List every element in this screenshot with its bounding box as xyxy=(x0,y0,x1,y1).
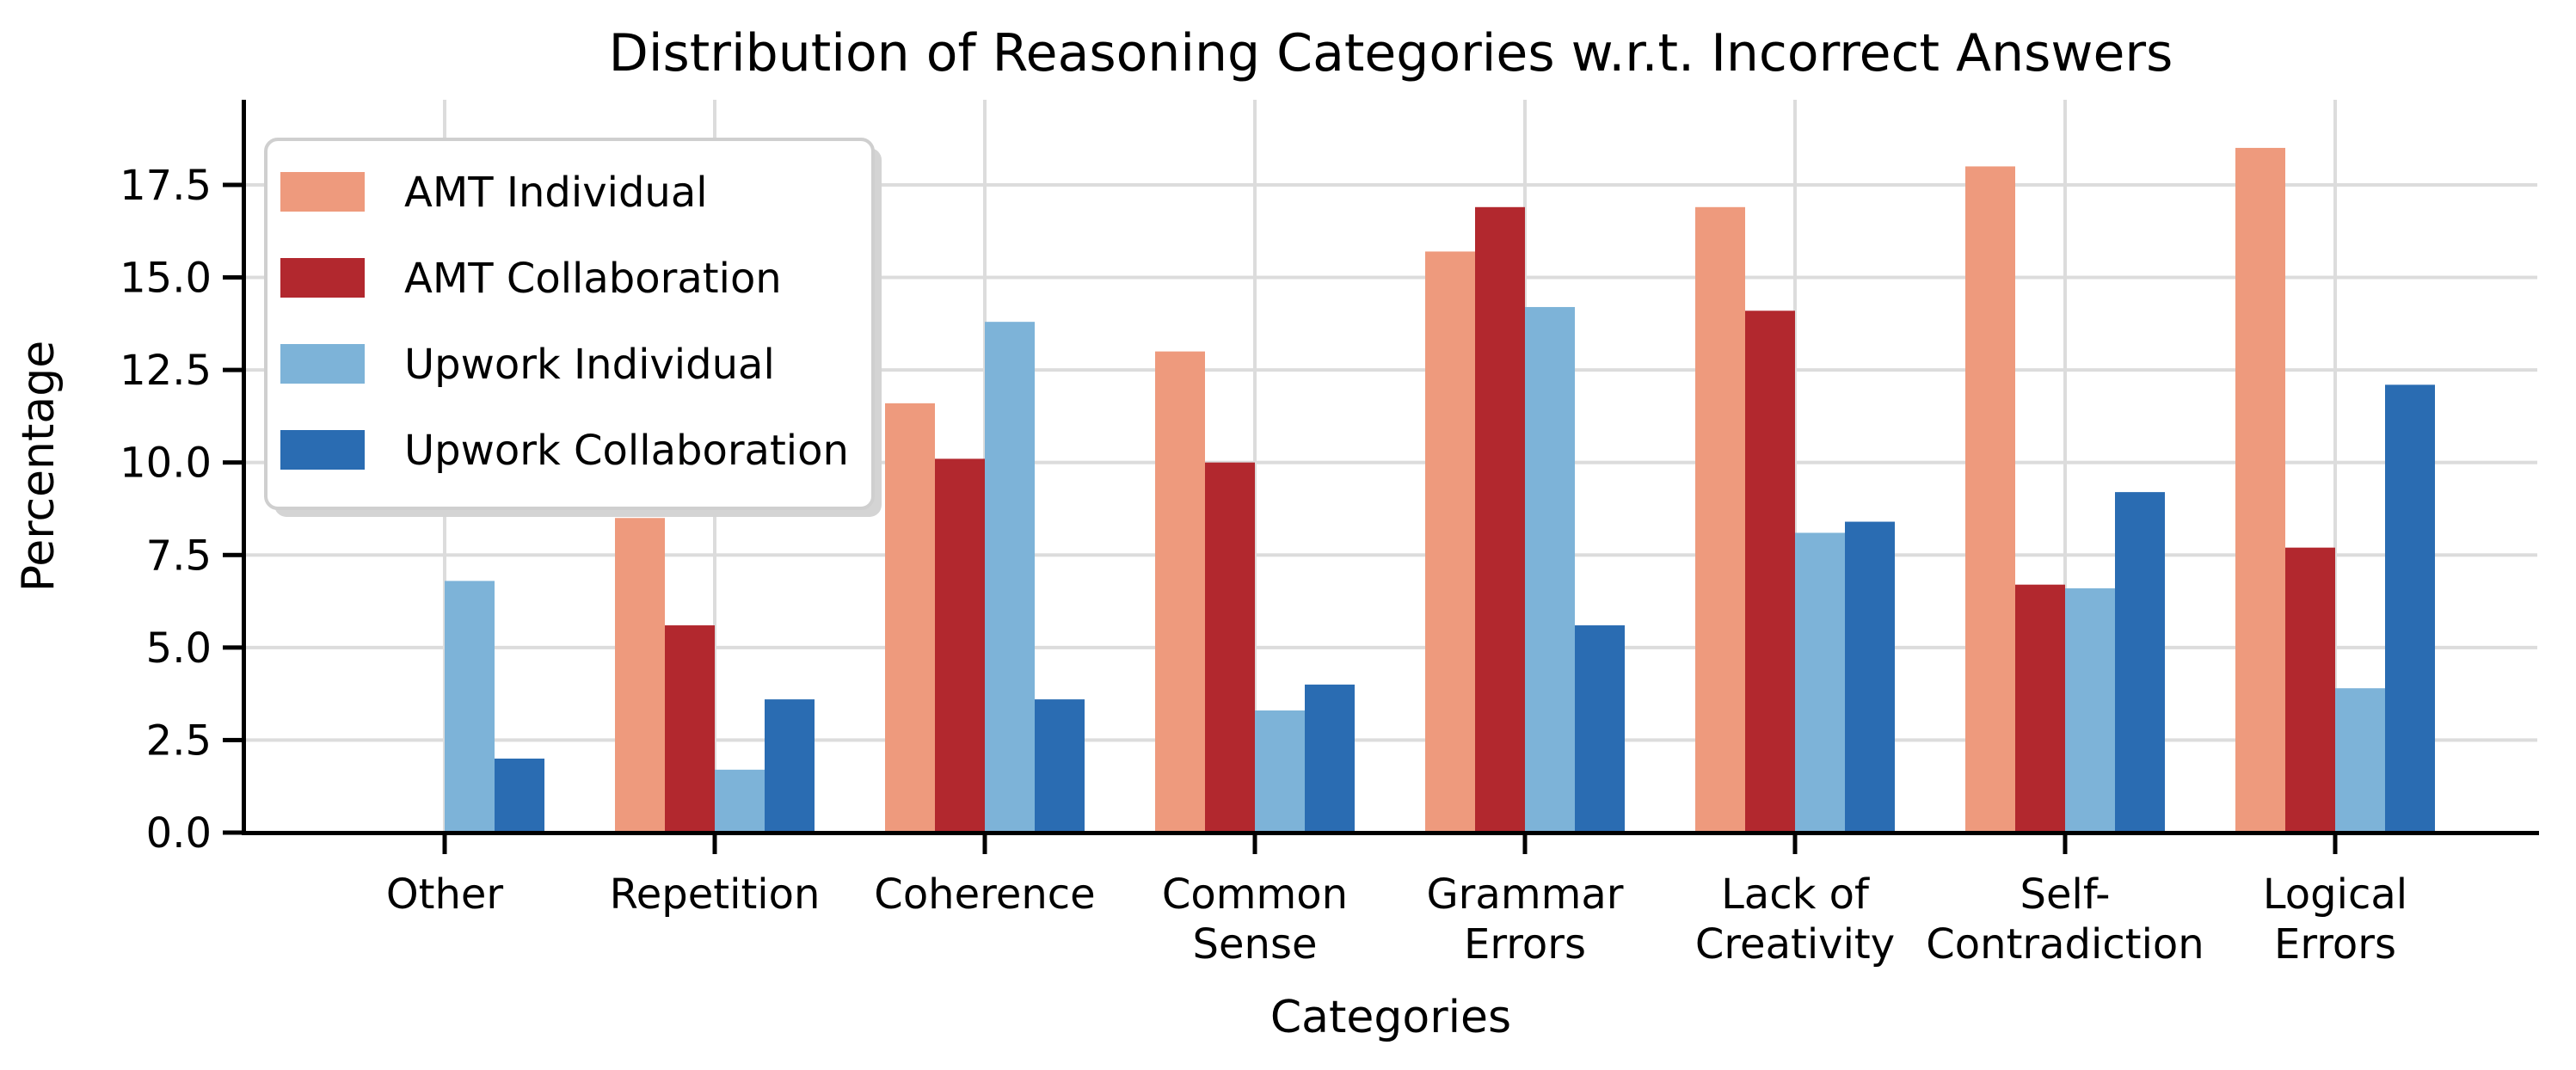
x-tick-label: Lack of xyxy=(1721,870,1870,919)
y-tick-label: 15.0 xyxy=(120,255,212,303)
bar-amt-individual xyxy=(1155,351,1205,833)
x-tick-label: Grammar xyxy=(1426,870,1623,919)
legend-swatch xyxy=(280,344,365,384)
x-axis-tick xyxy=(2333,835,2338,854)
x-tick-label: Repetition xyxy=(610,870,821,919)
y-axis-tick xyxy=(223,460,242,465)
y-axis-tick xyxy=(223,737,242,742)
bar-upwork-individual xyxy=(1255,710,1305,833)
bar-amt-individual xyxy=(1965,166,2015,833)
x-axis-label: Categories xyxy=(1270,992,1511,1043)
x-axis-tick xyxy=(442,835,447,854)
y-axis-tick xyxy=(223,275,242,280)
x-tick-label: Creativity xyxy=(1695,920,1895,969)
grid-line-horizontal xyxy=(244,738,2537,742)
bar-amt-collaboration xyxy=(1745,311,1795,833)
y-tick-label: 7.5 xyxy=(146,532,212,580)
grid-line-vertical xyxy=(2063,100,2067,833)
bar-amt-individual xyxy=(2235,147,2285,833)
x-tick-label: Sense xyxy=(1193,920,1318,969)
x-axis-tick xyxy=(982,835,987,854)
legend-swatch xyxy=(280,430,365,470)
bar-amt-collaboration xyxy=(2015,584,2065,833)
grid-line-horizontal xyxy=(244,460,2537,464)
bar-upwork-collaboration xyxy=(2115,492,2165,833)
bar-upwork-collaboration xyxy=(1305,684,1355,833)
y-axis-tick xyxy=(223,182,242,188)
bar-upwork-collaboration xyxy=(495,758,544,833)
bar-amt-collaboration xyxy=(935,458,985,833)
axes-layer xyxy=(223,100,2539,854)
bar-amt-individual xyxy=(885,403,935,833)
x-tick-label: Logical xyxy=(2263,870,2407,919)
bar-upwork-collaboration xyxy=(2385,384,2435,833)
y-tick-label: 2.5 xyxy=(146,716,212,765)
y-axis-tick xyxy=(223,830,242,835)
text-layer: 0.0 2.5 5.0 7.5 10.0 12.5 15.0 17.5 Other Repetit… xyxy=(13,23,2407,1043)
x-tick-label: Common xyxy=(1162,870,1348,919)
x-axis-tick xyxy=(1792,835,1798,854)
x-axis-tick xyxy=(1252,835,1257,854)
legend-label: AMT Individual xyxy=(404,169,708,217)
legend-swatch xyxy=(280,172,365,212)
x-tick-label: Contradiction xyxy=(1926,920,2204,969)
x-axis-tick xyxy=(712,835,717,854)
x-axis-tick xyxy=(1522,835,1528,854)
bar-upwork-individual xyxy=(2065,588,2115,833)
x-tick-label: Coherence xyxy=(874,870,1095,919)
x-tick-label: Errors xyxy=(1464,920,1586,969)
bar-upwork-individual xyxy=(1525,306,1575,833)
bar-amt-collaboration xyxy=(2285,547,2335,833)
legend-label: Upwork Collaboration xyxy=(404,427,849,475)
y-tick-label: 17.5 xyxy=(120,162,212,210)
grid-line-horizontal xyxy=(244,368,2537,372)
x-tick-label: Self- xyxy=(2020,870,2111,919)
bar-upwork-individual xyxy=(1795,532,1845,833)
y-axis-spine xyxy=(242,100,246,834)
legend-box xyxy=(264,138,875,510)
grid-line-horizontal xyxy=(244,182,2537,187)
x-axis-tick xyxy=(2063,835,2068,854)
bar-amt-collaboration xyxy=(665,625,715,833)
grid-line-horizontal xyxy=(244,275,2537,280)
bar-upwork-collaboration xyxy=(765,699,815,833)
grid-line-vertical xyxy=(2333,100,2337,833)
bar-amt-individual xyxy=(1695,206,1745,833)
y-tick-label: 12.5 xyxy=(120,347,212,395)
bar-amt-collaboration xyxy=(1475,206,1525,833)
bar-upwork-individual xyxy=(2335,688,2385,833)
bars-layer xyxy=(445,147,2435,833)
grid-line-horizontal xyxy=(244,553,2537,557)
legend: AMT Individual AMT Collaboration Upwork In… xyxy=(264,138,882,517)
bar-upwork-individual xyxy=(715,769,765,833)
y-tick-label: 10.0 xyxy=(120,440,212,488)
legend-label: Upwork Individual xyxy=(404,341,775,389)
x-axis-spine xyxy=(242,831,2539,835)
y-axis-tick xyxy=(223,552,242,557)
y-tick-label: 5.0 xyxy=(146,624,212,673)
grid-line-horizontal xyxy=(244,645,2537,649)
y-axis-tick xyxy=(223,367,242,372)
y-axis-label: Percentage xyxy=(13,341,65,593)
bar-upwork-collaboration xyxy=(1845,521,1895,833)
y-tick-label: 0.0 xyxy=(146,809,212,858)
bar-amt-collaboration xyxy=(1205,462,1255,833)
chart-title: Distribution of Reasoning Categories w.r… xyxy=(609,23,2173,83)
x-tick-label: Other xyxy=(386,870,504,919)
bar-upwork-individual xyxy=(445,581,495,833)
bar-upwork-individual xyxy=(985,322,1035,833)
bar-amt-individual xyxy=(1425,251,1475,833)
legend-swatch xyxy=(280,258,365,298)
legend-label: AMT Collaboration xyxy=(404,255,782,303)
y-axis-tick xyxy=(223,645,242,650)
bar-upwork-collaboration xyxy=(1035,699,1085,833)
bar-amt-individual xyxy=(615,518,665,833)
bar-upwork-collaboration xyxy=(1575,625,1625,833)
x-tick-label: Errors xyxy=(2274,920,2396,969)
